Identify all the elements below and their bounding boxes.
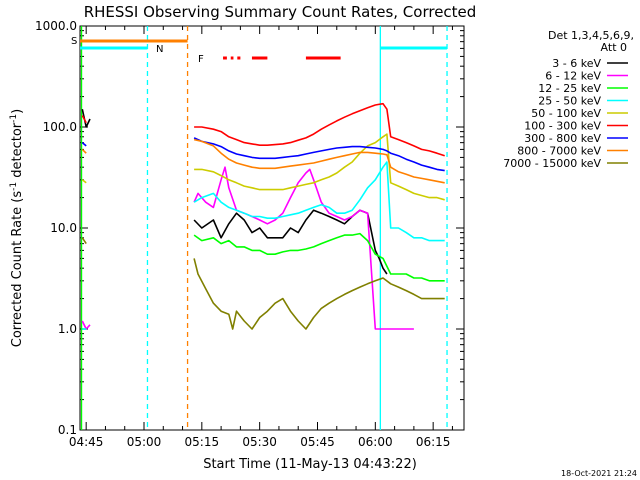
vertical-markers bbox=[80, 26, 448, 430]
series-lines bbox=[81, 102, 445, 330]
legend-label: 50 - 100 keV bbox=[531, 107, 601, 120]
x-tick-label: 05:45 bbox=[300, 435, 335, 449]
legend-label: 100 - 300 keV bbox=[524, 120, 601, 133]
marker-n: N bbox=[156, 44, 163, 55]
marker-s: S bbox=[71, 36, 77, 47]
y-tick-label: 1000.0 bbox=[35, 19, 77, 33]
series-line bbox=[82, 161, 445, 330]
series-line bbox=[81, 138, 445, 184]
footer-timestamp: 18-Oct-2021 21:24 bbox=[561, 469, 637, 478]
series-line bbox=[81, 102, 445, 157]
y-tick-labels: 0.1 1.0 10.0 100.0 1000.0 bbox=[35, 19, 77, 437]
x-tick-label: 06:15 bbox=[416, 435, 451, 449]
series-line bbox=[81, 137, 445, 172]
x-tick-labels: 04:45 05:00 05:15 05:30 05:45 06:00 06:15 bbox=[69, 435, 451, 449]
x-tick-label: 05:00 bbox=[127, 435, 162, 449]
y-tick-label: 1.0 bbox=[58, 322, 77, 336]
chart-title: RHESSI Observing Summary Count Rates, Co… bbox=[84, 3, 477, 21]
plot-frame bbox=[79, 25, 465, 431]
series-line bbox=[81, 133, 445, 201]
legend-label: 12 - 25 keV bbox=[538, 82, 601, 95]
flag-bars bbox=[80, 39, 448, 60]
legend-label: 3 - 6 keV bbox=[552, 57, 601, 70]
series-line bbox=[81, 237, 445, 330]
marker-f: F bbox=[198, 54, 204, 65]
legend-header-2: Att 0 bbox=[601, 41, 627, 54]
x-tick-label: 05:30 bbox=[242, 435, 277, 449]
x-tick-label: 04:45 bbox=[69, 435, 104, 449]
series-line bbox=[81, 109, 388, 275]
legend-label: 25 - 50 keV bbox=[538, 95, 601, 108]
axis-ticks bbox=[80, 25, 464, 431]
y-tick-label: 10.0 bbox=[50, 221, 77, 235]
y-axis-label: Corrected Count Rate (s-1 detector-1) bbox=[9, 109, 25, 347]
y-tick-label: 100.0 bbox=[43, 120, 77, 134]
legend-label: 300 - 800 keV bbox=[524, 132, 601, 145]
x-tick-label: 05:15 bbox=[185, 435, 220, 449]
x-axis-label: Start Time (11-May-13 04:43:22) bbox=[203, 457, 417, 472]
legend-label: 7000 - 15000 keV bbox=[503, 157, 601, 170]
legend-header-1: Det 1,3,4,5,6,9, bbox=[548, 29, 634, 42]
legend-label: 800 - 7000 keV bbox=[517, 145, 601, 158]
x-tick-label: 06:00 bbox=[358, 435, 393, 449]
y-tick-label: 0.1 bbox=[58, 423, 77, 437]
legend-label: 6 - 12 keV bbox=[545, 70, 601, 83]
